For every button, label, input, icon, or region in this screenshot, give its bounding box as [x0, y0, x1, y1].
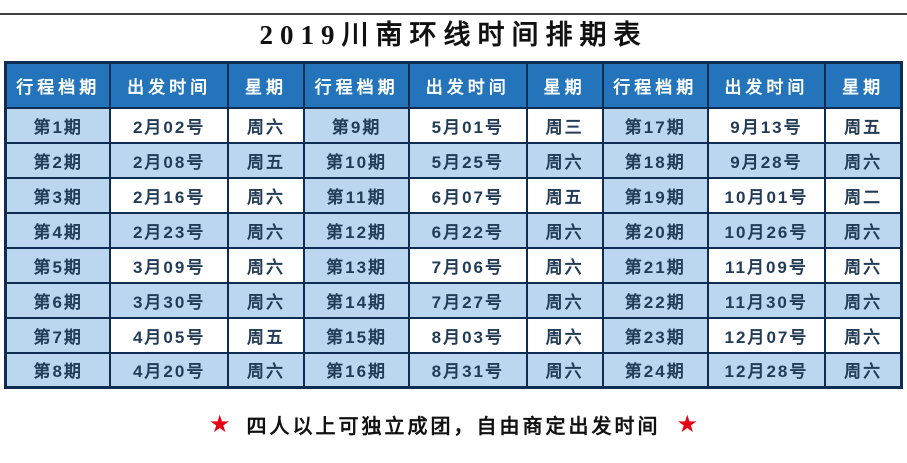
- table-header-row: 行程档期 出发时间 星期 行程档期 出发时间 星期 行程档期 出发时间 星期: [4, 61, 903, 109]
- cell-date: 12月28号: [706, 351, 827, 389]
- star-icon: ★: [676, 410, 699, 438]
- cell-period: 第6期: [4, 281, 112, 319]
- cell-period: 第18期: [601, 141, 709, 179]
- cell-period: 第21期: [601, 246, 709, 284]
- cell-period: 第9期: [303, 106, 411, 144]
- cell-period: 第7期: [4, 316, 112, 354]
- cell-period: 第1期: [4, 106, 112, 144]
- cell-date: 6月22号: [408, 211, 528, 249]
- page-title: 2019川南环线时间排期表: [259, 20, 648, 50]
- cell-period: 第23期: [601, 316, 709, 354]
- cell-week: 周五: [525, 176, 604, 214]
- footer-note: ★ 四人以上可独立成团，自由商定出发时间 ★: [0, 410, 907, 439]
- cell-week: 周三: [525, 106, 604, 144]
- cell-week: 周六: [824, 281, 903, 319]
- cell-date: 8月31号: [408, 351, 528, 389]
- cell-period: 第19期: [601, 176, 709, 214]
- column-header-date: 出发时间: [408, 61, 528, 109]
- cell-week: 周六: [525, 246, 604, 284]
- table-row: 第1期 2月02号 周六 第9期 5月01号 周三 第17期 9月13号 周五: [4, 106, 903, 144]
- column-header-period: 行程档期: [303, 61, 411, 109]
- table-body: 第1期 2月02号 周六 第9期 5月01号 周三 第17期 9月13号 周五 第2期 2月08号周…: [4, 106, 903, 389]
- table-row: 第7期 4月05号 周五 第15期 8月03号 周六 第23期 12月07号 周六: [4, 316, 903, 354]
- cell-period: 第12期: [303, 211, 411, 249]
- cell-week: 周六: [525, 351, 604, 389]
- column-header-date: 出发时间: [109, 61, 229, 109]
- cell-week: 周五: [226, 316, 306, 354]
- table-row: 第8期 4月20号 周六 第16期 8月31号 周六 第24期 12月28号 周六: [4, 351, 903, 389]
- cell-period: 第8期: [4, 351, 112, 389]
- cell-week: 周六: [525, 316, 604, 354]
- table-row: 第2期 2月08号 周五 第10期 5月25号 周六 第18期 9月28号 周六: [4, 141, 903, 179]
- cell-date: 4月20号: [109, 351, 229, 389]
- cell-date: 11月30号: [706, 281, 827, 319]
- table-row: 第4期 2月23号 周六 第12期 6月22号 周六 第20期 10月26号 周六: [4, 211, 903, 249]
- cell-date: 2月02号: [109, 106, 229, 144]
- cell-period: 第4期: [4, 211, 112, 249]
- cell-period: 第11期: [303, 176, 411, 214]
- cell-period: 第2期: [4, 141, 112, 179]
- cell-week: 周六: [226, 211, 306, 249]
- cell-period: 第16期: [303, 351, 411, 389]
- star-icon: ★: [208, 410, 231, 438]
- cell-week: 周六: [824, 316, 903, 354]
- column-header-week: 星期: [226, 61, 306, 109]
- cell-date: 5月25号: [408, 141, 528, 179]
- cell-date: 2月16号: [109, 176, 229, 214]
- cell-week: 周六: [226, 246, 306, 284]
- cell-period: 第14期: [303, 281, 411, 319]
- cell-period: 第20期: [601, 211, 709, 249]
- cell-period: 第13期: [303, 246, 411, 284]
- top-divider-line: [0, 13, 907, 15]
- cell-date: 3月09号: [109, 246, 229, 284]
- cell-week: 周六: [226, 351, 306, 389]
- column-header-period: 行程档期: [4, 61, 112, 109]
- cell-date: 4月05号: [109, 316, 229, 354]
- cell-period: 第3期: [4, 176, 112, 214]
- cell-date: 2月23号: [109, 211, 229, 249]
- cell-week: 周六: [226, 281, 306, 319]
- cell-date: 9月28号: [706, 141, 827, 179]
- cell-week: 周二: [824, 176, 903, 214]
- cell-week: 周六: [824, 141, 903, 179]
- cell-date: 7月06号: [408, 246, 528, 284]
- cell-period: 第15期: [303, 316, 411, 354]
- cell-date: 9月13号: [706, 106, 827, 144]
- cell-date: 3月30号: [109, 281, 229, 319]
- cell-week: 周六: [525, 281, 604, 319]
- cell-week: 周五: [226, 141, 306, 179]
- column-header-week: 星期: [525, 61, 604, 109]
- cell-period: 第22期: [601, 281, 709, 319]
- cell-week: 周六: [824, 211, 903, 249]
- cell-week: 周六: [525, 211, 604, 249]
- cell-date: 5月01号: [408, 106, 528, 144]
- table-row: 第5期 3月09号 周六 第13期 7月06号 周六 第21期 11月09号 周六: [4, 246, 903, 284]
- schedule-table: 行程档期 出发时间 星期 行程档期 出发时间 星期 行程档期 出发时间 星期 第1期 2月02号周…: [4, 61, 903, 389]
- cell-week: 周六: [226, 106, 306, 144]
- cell-date: 11月09号: [706, 246, 827, 284]
- cell-period: 第10期: [303, 141, 411, 179]
- cell-week: 周六: [824, 351, 903, 389]
- column-header-week: 星期: [824, 61, 903, 109]
- cell-date: 6月07号: [408, 176, 528, 214]
- cell-date: 10月01号: [706, 176, 827, 214]
- cell-week: 周六: [525, 141, 604, 179]
- cell-date: 12月07号: [706, 316, 827, 354]
- column-header-period: 行程档期: [601, 61, 709, 109]
- cell-week: 周六: [824, 246, 903, 284]
- footer-note-text: 四人以上可独立成团，自由商定出发时间: [246, 416, 661, 438]
- cell-period: 第17期: [601, 106, 709, 144]
- cell-week: 周五: [824, 106, 903, 144]
- cell-date: 7月27号: [408, 281, 528, 319]
- cell-date: 8月03号: [408, 316, 528, 354]
- cell-period: 第24期: [601, 351, 709, 389]
- cell-date: 10月26号: [706, 211, 827, 249]
- cell-date: 2月08号: [109, 141, 229, 179]
- table-row: 第3期 2月16号 周六 第11期 6月07号 周五 第19期 10月01号 周二: [4, 176, 903, 214]
- column-header-date: 出发时间: [706, 61, 827, 109]
- cell-period: 第5期: [4, 246, 112, 284]
- table-row: 第6期 3月30号 周六 第14期 7月27号 周六 第22期 11月30号 周六: [4, 281, 903, 319]
- cell-week: 周六: [226, 176, 306, 214]
